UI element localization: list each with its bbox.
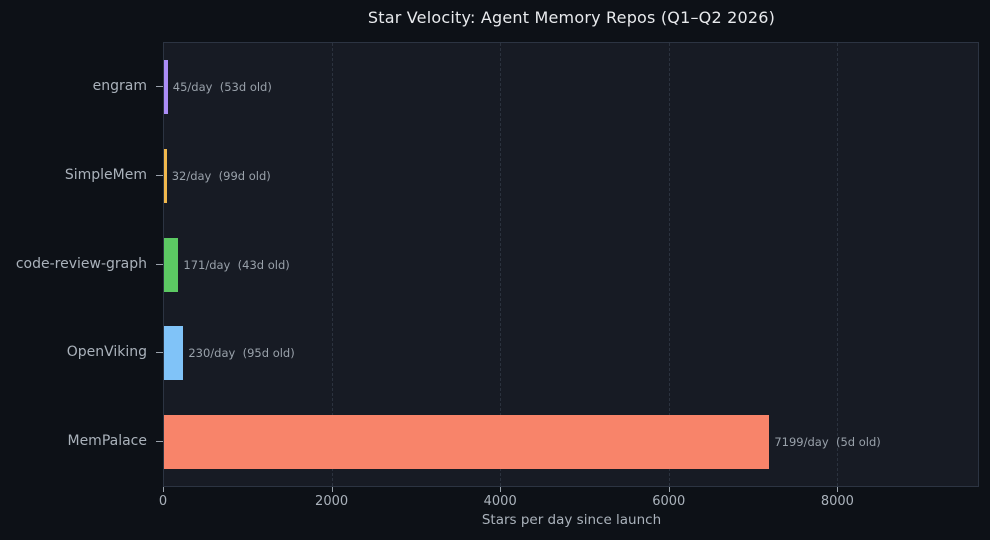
bar-code-review-graph <box>164 237 179 292</box>
x-tick-label-8000: 8000 <box>820 494 854 509</box>
y-tick-mark-MemPalace <box>156 440 163 442</box>
gridline-2000 <box>332 43 334 486</box>
bar-engram <box>164 60 168 115</box>
bar-value-label-engram: 45/day (53d old) <box>172 80 272 95</box>
y-axis-ticks <box>156 42 163 487</box>
bar-value-label-code-review-graph: 171/day (43d old) <box>183 257 290 272</box>
x-tick-label-4000: 4000 <box>483 494 517 509</box>
bar-OpenViking <box>164 326 184 381</box>
x-tick-mark-6000 <box>668 487 670 492</box>
bar-value-label-MemPalace: 7199/day (5d old) <box>774 434 881 449</box>
x-axis-ticks: 0 2000 4000 6000 8000 <box>159 487 979 527</box>
bar-SimpleMem <box>164 148 167 203</box>
x-tick-label-6000: 6000 <box>652 494 686 509</box>
y-tick-mark-SimpleMem <box>156 174 163 176</box>
y-tick-mark-OpenViking <box>156 352 163 354</box>
y-tick-mark-engram <box>156 86 163 88</box>
y-axis-labels: engram SimpleMem code-review-graph OpenViki… <box>0 42 155 487</box>
bar-value-label-SimpleMem: 32/day (99d old) <box>171 168 271 183</box>
x-tick-mark-8000 <box>837 487 839 492</box>
bar-MemPalace <box>164 414 770 469</box>
y-tick-mark-code-review-graph <box>156 263 163 265</box>
plot-area: 45/day (53d old) 32/day (99d old) 171/day … <box>163 42 979 487</box>
bar-value-label-OpenViking: 230/day (95d old) <box>188 346 295 361</box>
x-tick-label-2000: 2000 <box>315 494 349 509</box>
y-tick-label-code-review-graph: code-review-graph <box>15 255 147 272</box>
gridline-6000 <box>668 43 670 486</box>
x-tick-mark-2000 <box>331 487 333 492</box>
x-axis-label: Stars per day since launch <box>481 512 662 528</box>
chart-title: Star Velocity: Agent Memory Repos (Q1–Q2… <box>367 8 776 27</box>
x-tick-mark-0 <box>163 487 164 492</box>
gridline-8000 <box>836 43 838 486</box>
y-tick-label-engram: engram <box>92 78 147 95</box>
x-tick-mark-4000 <box>500 487 502 492</box>
y-tick-label-SimpleMem: SimpleMem <box>64 166 147 183</box>
gridline-4000 <box>500 43 502 486</box>
y-tick-label-MemPalace: MemPalace <box>67 432 147 449</box>
y-tick-label-OpenViking: OpenViking <box>66 344 147 361</box>
x-tick-label-0: 0 <box>158 494 168 509</box>
